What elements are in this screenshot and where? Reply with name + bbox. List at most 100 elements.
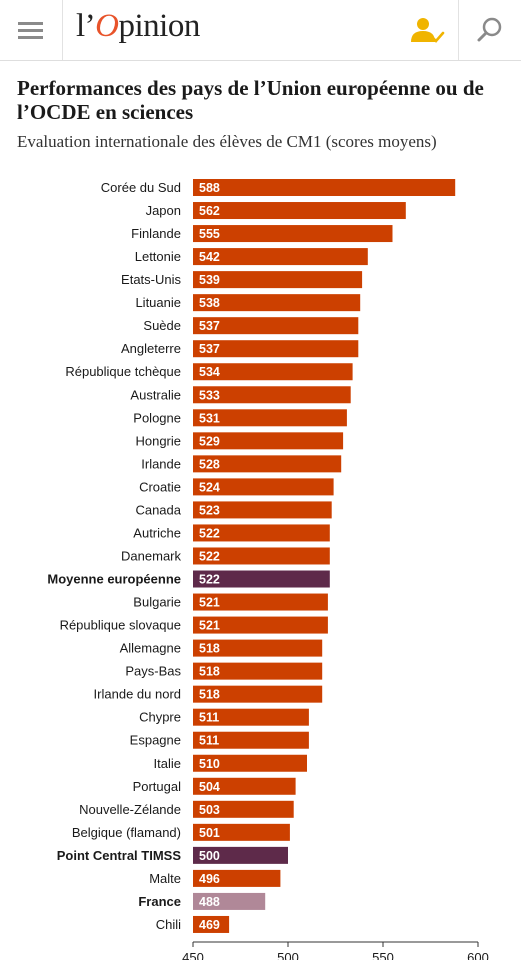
- category-label: Irlande du nord: [94, 687, 181, 702]
- bar: [193, 386, 351, 404]
- data-label: 511: [199, 711, 219, 725]
- category-label: Pays-Bas: [125, 664, 181, 679]
- data-label: 529: [199, 434, 220, 448]
- bar: [193, 363, 353, 381]
- category-label: Bulgarie: [133, 595, 181, 610]
- bar: [193, 478, 334, 496]
- data-label: 533: [199, 388, 220, 402]
- data-label: 511: [199, 734, 219, 748]
- category-label: Irlande: [141, 456, 181, 471]
- category-label: Nouvelle-Zélande: [79, 802, 181, 817]
- bar: [193, 892, 266, 910]
- data-label: 531: [199, 411, 220, 425]
- data-label: 522: [199, 573, 220, 587]
- data-label: 469: [199, 918, 220, 932]
- data-label: 510: [199, 757, 220, 771]
- bar: [193, 524, 330, 542]
- data-label: 523: [199, 503, 220, 517]
- data-label: 501: [199, 826, 220, 840]
- category-label: Malte: [149, 871, 181, 886]
- account-button[interactable]: [398, 0, 459, 60]
- category-label: Danemark: [121, 548, 181, 563]
- category-label: République slovaque: [60, 618, 181, 633]
- bar: [193, 616, 328, 634]
- bar: [193, 409, 347, 427]
- data-label: 500: [199, 849, 220, 863]
- category-label: Allemagne: [120, 641, 181, 656]
- bar: [193, 869, 281, 887]
- data-label: 537: [199, 319, 220, 333]
- data-label: 521: [199, 619, 220, 633]
- data-label: 488: [199, 895, 220, 909]
- category-label: Portugal: [133, 779, 182, 794]
- bar: [193, 570, 330, 588]
- category-label: République tchèque: [65, 364, 181, 379]
- bar: [193, 639, 323, 657]
- site-logo[interactable]: l’Opinion: [76, 8, 200, 44]
- bar: [193, 202, 406, 220]
- category-label: Australie: [130, 387, 181, 402]
- bar: [193, 823, 290, 841]
- chart-title: Performances des pays de l’Union europée…: [17, 76, 484, 124]
- bar: [193, 708, 309, 726]
- category-label: Italie: [154, 756, 181, 771]
- category-label: Lettonie: [135, 249, 181, 264]
- data-label: 528: [199, 457, 220, 471]
- category-label: Canada: [135, 502, 181, 517]
- x-tick-label: 500: [277, 950, 299, 960]
- data-label: 504: [199, 780, 220, 794]
- category-label: Chypre: [139, 710, 181, 725]
- category-label: Corée du Sud: [101, 180, 181, 195]
- category-label: Japon: [146, 203, 181, 218]
- category-label: Lituanie: [135, 295, 181, 310]
- data-label: 503: [199, 803, 220, 817]
- category-label: Pologne: [133, 410, 181, 425]
- data-label: 521: [199, 596, 220, 610]
- data-label: 518: [199, 665, 220, 679]
- bar: [193, 225, 393, 243]
- bar: [193, 432, 344, 450]
- data-label: 555: [199, 227, 220, 241]
- bar: [193, 501, 332, 519]
- bar: [193, 455, 342, 473]
- category-label: Hongrie: [135, 433, 181, 448]
- user-check-icon: [411, 18, 445, 43]
- data-label: 522: [199, 549, 220, 563]
- data-label: 537: [199, 342, 220, 356]
- data-label: 534: [199, 365, 220, 379]
- bar: [193, 800, 294, 818]
- bar: [193, 317, 359, 335]
- data-label: 562: [199, 204, 220, 218]
- x-tick-label: 550: [372, 950, 394, 960]
- bar: [193, 340, 359, 358]
- data-label: 496: [199, 872, 220, 886]
- category-label: Belgique (flamand): [72, 825, 181, 840]
- data-label: 588: [199, 181, 220, 195]
- bar: [193, 271, 363, 289]
- category-label: Finlande: [131, 226, 181, 241]
- data-label: 539: [199, 273, 220, 287]
- category-label: Angleterre: [121, 341, 181, 356]
- data-label: 542: [199, 250, 220, 264]
- category-label: Suède: [143, 318, 181, 333]
- category-label: Etats-Unis: [121, 272, 181, 287]
- bar: [193, 179, 456, 196]
- category-label: Moyenne européenne: [47, 572, 181, 587]
- data-label: 518: [199, 642, 220, 656]
- data-label: 524: [199, 480, 220, 494]
- category-label: Croatie: [139, 479, 181, 494]
- data-label: 518: [199, 688, 220, 702]
- bar-chart: 588 Corée du Sud 562 Japon 555 Finlande 542 Let…: [47, 179, 489, 960]
- bar: [193, 593, 328, 611]
- category-label: Autriche: [133, 525, 181, 540]
- hamburger-menu-icon: [18, 22, 43, 25]
- bar: [193, 547, 330, 565]
- bar: [193, 294, 361, 312]
- menu-button[interactable]: [0, 0, 63, 60]
- site-header: l’Opinion: [0, 0, 521, 61]
- bar: [193, 248, 368, 266]
- bar: [193, 754, 307, 772]
- category-label: Chili: [156, 917, 181, 932]
- bar: [193, 915, 230, 933]
- search-button[interactable]: [459, 0, 521, 60]
